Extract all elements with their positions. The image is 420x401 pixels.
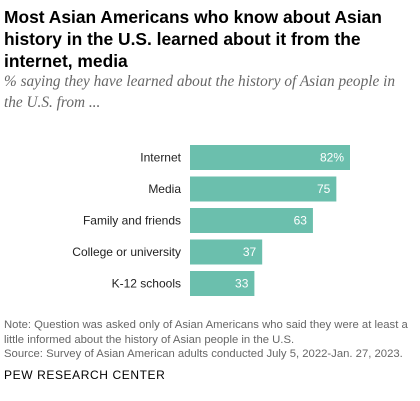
category-label: K-12 schools: [112, 277, 181, 291]
source-line: Source: Survey of Asian American adults …: [4, 348, 403, 360]
chart-subtitle: % saying they have learned about the his…: [4, 73, 395, 111]
value-label: 33: [235, 277, 249, 291]
value-label: 82%: [320, 151, 344, 165]
category-label: College or university: [72, 245, 181, 259]
bar: [190, 208, 313, 233]
value-label: 63: [294, 214, 308, 228]
bar: [190, 271, 255, 296]
bar-chart: Internet 82% Media 75 Family and friends 63 Co…: [72, 145, 350, 296]
bar: [190, 239, 263, 265]
note-line-2: little informed about the history of Asi…: [4, 333, 295, 346]
category-label: Family and friends: [83, 214, 181, 228]
value-label: 75: [317, 182, 331, 196]
bar: [190, 176, 337, 202]
category-label: Internet: [140, 151, 181, 165]
category-label: Media: [148, 182, 181, 196]
chart-note: Note: Question was asked only of Asian A…: [4, 318, 418, 362]
chart-title: Most Asian Americans who know about Asia…: [4, 7, 382, 71]
note-line-1: Note: Question was asked only of Asian A…: [4, 319, 408, 331]
value-label: 37: [243, 245, 257, 259]
pew-logo: PEW RESEARCH CENTER: [4, 368, 166, 382]
bar: [190, 145, 350, 170]
